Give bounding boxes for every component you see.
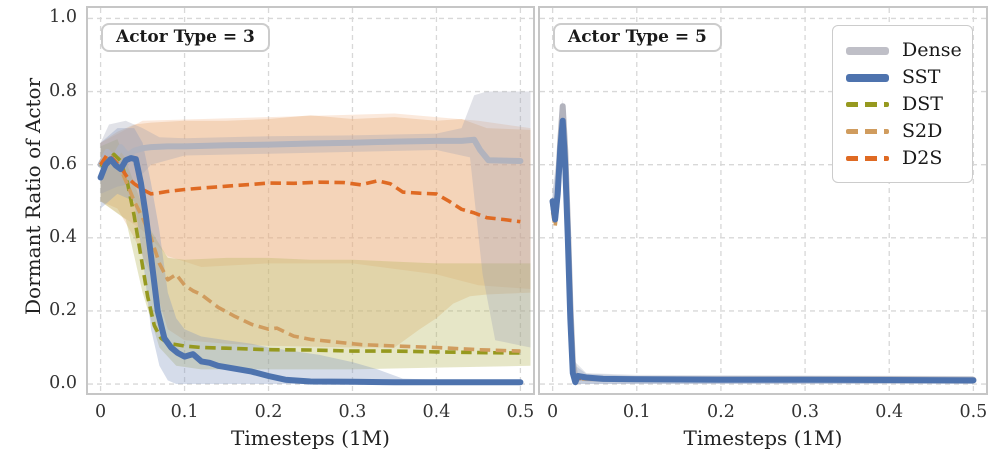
s2d-line-swatch [846, 129, 889, 134]
dense-line-swatch [846, 46, 889, 55]
x-axis-label-left: Timesteps (1M) [231, 426, 390, 450]
x-tick-label: 0.4 [875, 402, 904, 422]
legend: Dense SST DST S2D D2S [832, 25, 973, 183]
series-line-dense [97, 136, 523, 168]
x-tick-label: 0.5 [959, 402, 988, 422]
y-tick-label: 0.8 [49, 80, 77, 101]
series-line-sst [97, 154, 523, 385]
legend-item-d2s: D2S [846, 145, 958, 172]
panel-title-actor-type-5: Actor Type = 5 [553, 23, 722, 52]
plot-area [87, 7, 533, 393]
dst-line-swatch [846, 102, 889, 107]
x-tick-label: 0.2 [254, 402, 283, 422]
x-tick-label: 0 [95, 402, 107, 422]
x-tick-label: 0 [547, 402, 559, 422]
y-tick-label: 0.0 [49, 373, 77, 394]
legend-label: SST [902, 66, 941, 88]
y-axis-label: Dormant Ratio of Actor [21, 77, 45, 315]
x-tick-label: 0.5 [506, 402, 535, 422]
D2S-band [100, 113, 530, 289]
x-tick-label: 0.1 [622, 402, 651, 422]
series-line-d2s [98, 152, 521, 223]
legend-item-sst: SST [846, 64, 958, 91]
y-tick-label: 1.0 [49, 7, 77, 28]
x-tick-label: 0.1 [170, 402, 199, 422]
x-tick-label: 0.3 [791, 402, 819, 422]
d2s-line-swatch [846, 156, 889, 161]
x-tick-label: 0.2 [707, 402, 735, 422]
x-tick-label: 0.4 [422, 402, 451, 422]
series-line-sst [549, 117, 976, 385]
legend-label: D2S [902, 147, 943, 169]
y-tick-label: 0.4 [49, 226, 77, 247]
legend-label: DST [902, 93, 943, 115]
legend-item-s2d: S2D [846, 118, 958, 145]
y-tick-label: 0.6 [49, 153, 77, 174]
legend-label: S2D [902, 120, 943, 142]
x-axis-label-right: Timesteps (1M) [683, 426, 843, 450]
S2D-band [100, 114, 530, 347]
panel-title-actor-type-3: Actor Type = 3 [101, 23, 270, 52]
SST-band [100, 127, 520, 384]
x-tick-label: 0.3 [338, 402, 367, 422]
series-line-s2d [98, 156, 520, 353]
panel-actor-type-3 [85, 5, 535, 395]
DST-band [100, 138, 530, 369]
legend-item-dense: Dense [846, 37, 962, 64]
y-tick-label: 0.2 [49, 299, 77, 320]
legend-item-dst: DST [846, 91, 958, 118]
legend-label: Dense [902, 39, 962, 61]
sst-line-swatch [846, 73, 889, 82]
